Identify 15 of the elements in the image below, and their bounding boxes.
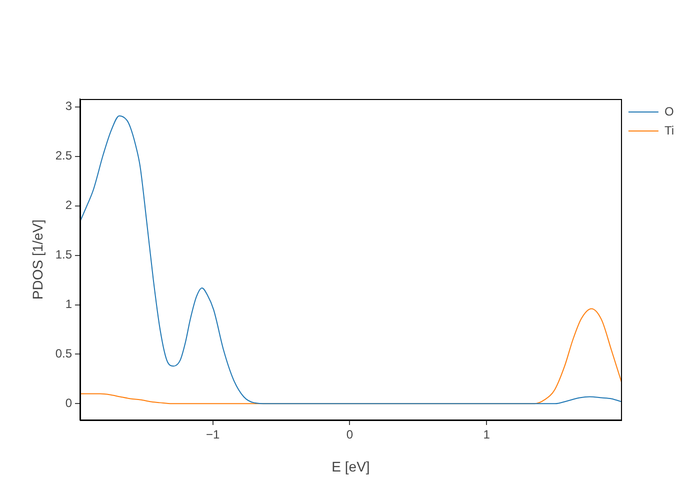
x-axis-title: E [eV] — [332, 458, 370, 474]
y-tick-label: 1.5 — [55, 248, 72, 262]
legend-label: O — [664, 104, 674, 118]
y-tick-label: 0.5 — [55, 346, 72, 361]
x-tick-label: −1 — [206, 428, 220, 442]
y-tick-label: 0 — [65, 396, 72, 410]
y-tick-label: 3 — [65, 99, 72, 114]
y-tick-label: 2.5 — [55, 148, 72, 163]
line-series — [80, 115, 622, 404]
y-axis-title: PDOS [1/eV] — [29, 219, 46, 300]
y-tick-label: 2 — [65, 198, 72, 212]
x-tick-label: 0 — [346, 428, 354, 442]
y-tick-label: 1 — [65, 297, 72, 312]
legend-label: Ti — [664, 123, 674, 138]
x-tick-label: 1 — [483, 428, 490, 442]
